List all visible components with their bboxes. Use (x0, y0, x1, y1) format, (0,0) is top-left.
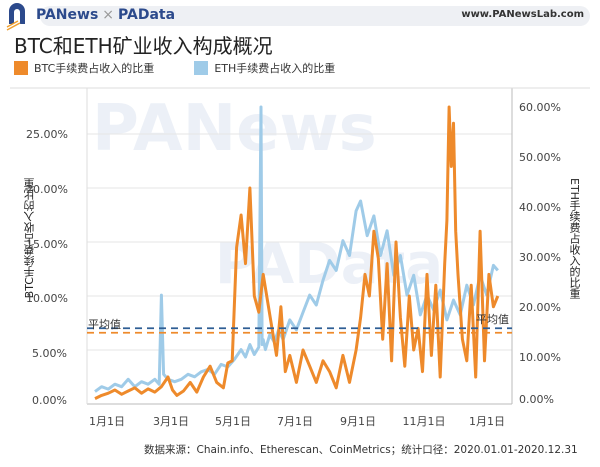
legend-item-eth: ETH手续费占收入的比重 (194, 60, 335, 76)
brand-padata: PAData (118, 7, 176, 23)
left-tick-20: 20.00% (26, 183, 68, 196)
brand: PANews × PAData (36, 7, 175, 23)
data-source-note: 数据来源：Chain.info、Etherescan、CoinMetrics；统… (144, 444, 578, 456)
right-tick-10: 10.00% (519, 351, 561, 364)
right-tick-50: 50.00% (519, 151, 561, 164)
x-tick-sep: 9月1日 (340, 415, 376, 428)
legend-label-eth: ETH手续费占收入的比重 (214, 62, 336, 75)
site-url: www.PANewsLab.com (461, 9, 584, 20)
x-tick-nov: 11月1日 (402, 415, 446, 428)
x-tick-mar: 3月1日 (153, 415, 189, 428)
right-tick-30: 30.00% (519, 251, 561, 264)
left-tick-10: 10.00% (26, 292, 68, 305)
x-tick-jan-next: 1月1日 (469, 415, 505, 428)
legend-item-btc: BTC手续费占收入的比重 (14, 60, 154, 76)
right-tick-0: 0.00% (519, 393, 554, 406)
header-bar (40, 6, 590, 26)
panews-logo-icon (6, 3, 25, 31)
brand-separator: × (102, 7, 115, 23)
right-tick-40: 40.00% (519, 201, 561, 214)
left-tick-5: 5.00% (32, 347, 67, 360)
left-tick-15: 15.00% (26, 238, 68, 251)
left-tick-25: 25.00% (26, 128, 68, 141)
watermark-panews: PANews (92, 92, 377, 166)
legend-swatch-btc (14, 61, 28, 75)
brand-panews: PANews (36, 7, 99, 23)
legend: BTC手续费占收入的比重 ETH手续费占收入的比重 (14, 60, 335, 76)
legend-swatch-eth (194, 61, 209, 75)
x-tick-jan: 1月1日 (89, 415, 125, 428)
btc-series-line (94, 105, 500, 400)
right-axis-title: ETH手续费占收入的比重 (568, 178, 581, 299)
eth-series-line (94, 105, 499, 393)
chart-title: BTC和ETH矿业收入构成概况 (14, 34, 273, 58)
right-tick-60: 60.00% (519, 101, 561, 114)
left-tick-0: 0.00% (32, 394, 67, 407)
right-tick-20: 20.00% (519, 301, 561, 314)
x-tick-may: 5月1日 (215, 415, 251, 428)
avg-label-right: 平均值 (476, 313, 509, 326)
legend-label-btc: BTC手续费占收入的比重 (34, 62, 155, 75)
avg-label-left: 平均值 (88, 318, 121, 331)
x-tick-jul: 7月1日 (277, 415, 313, 428)
